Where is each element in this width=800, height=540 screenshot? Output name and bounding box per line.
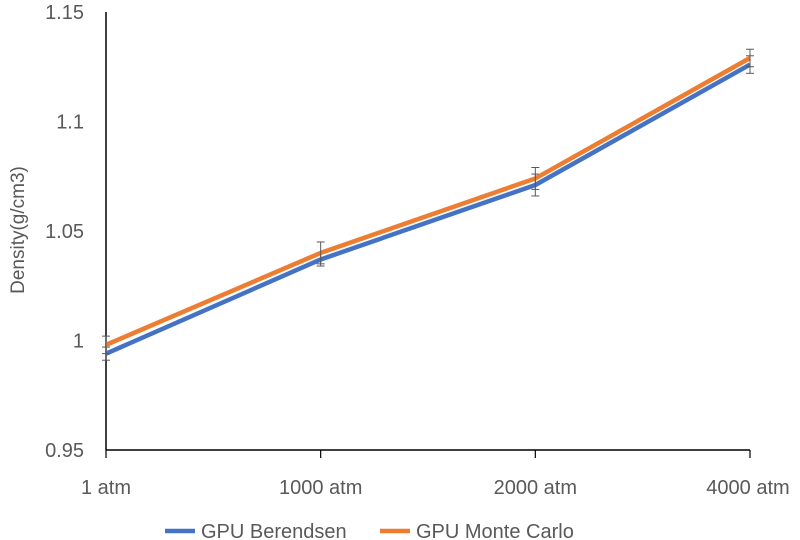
series-berendsen	[102, 55, 754, 361]
legend-label: GPU Berendsen	[201, 521, 347, 540]
x-axis-tick-marks	[105, 450, 751, 458]
y-axis-ticks: 0.95 1 1.05 1.1 1.15	[45, 2, 84, 462]
legend-item: GPU Berendsen	[165, 521, 347, 540]
error-bar	[531, 166, 540, 190]
legend-item: GPU Monte Carlo	[380, 521, 574, 540]
x-tick-label: 1 atm	[81, 477, 131, 499]
error-bar	[746, 48, 754, 68]
y-axis-title: Density(g/cm3)	[8, 166, 29, 294]
x-tick-label: 2000 atm	[494, 477, 577, 499]
series-line	[105, 62, 752, 356]
x-axis-ticks: 1 atm 1000 atm 2000 atm 4000 atm	[81, 477, 790, 499]
error-bar	[102, 335, 110, 355]
y-tick-label: 0.95	[45, 440, 84, 462]
y-tick-label: 1	[73, 331, 84, 353]
y-tick-label: 1.15	[45, 2, 84, 24]
x-tick-label: 4000 atm	[706, 477, 789, 499]
series-layer	[102, 48, 754, 361]
series-monte-carlo	[102, 48, 754, 355]
x-tick-label: 1000 atm	[279, 477, 362, 499]
error-bar	[316, 241, 325, 265]
legend-label: GPU Monte Carlo	[416, 521, 574, 540]
y-tick-label: 1.1	[56, 112, 84, 134]
legend: GPU Berendsen GPU Monte Carlo	[165, 521, 574, 540]
series-line	[105, 56, 752, 347]
y-tick-label: 1.05	[45, 221, 84, 243]
